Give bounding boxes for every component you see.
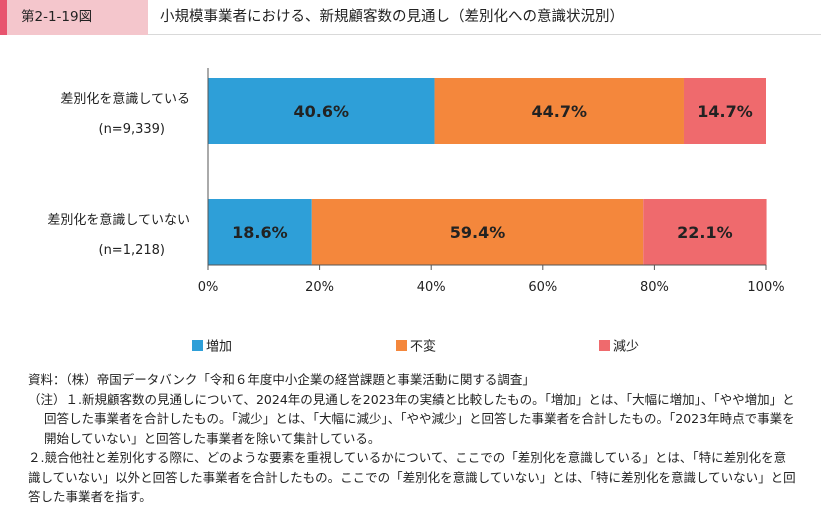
- x-tick-label: 20%: [305, 280, 334, 295]
- legend-label: 増加: [206, 340, 232, 355]
- bars: 40.6% 44.7% 14.7% 18.6% 59.4% 22.1%: [208, 78, 767, 265]
- x-axis: 0% 20% 40% 60% 80% 100%: [198, 68, 785, 295]
- bar-segment: [683, 78, 766, 144]
- bar-segment: [208, 199, 312, 265]
- category-label: 差別化を意識していない: [47, 212, 190, 228]
- figure-header: 第2-1-19図 小規模事業者における、新規顧客数の見通し（差別化への意識状況別…: [0, 0, 821, 35]
- note-2: ２.競合他社と差別化する際に、どのような要素を重視しているかについて、ここでの「…: [28, 450, 796, 504]
- legend-swatch: [396, 340, 407, 351]
- bar-value-label: 22.1%: [677, 223, 733, 242]
- x-tick-label: 80%: [640, 280, 669, 295]
- legend-label: 減少: [613, 339, 639, 355]
- bar-segment: [208, 78, 435, 144]
- x-tick-label: 60%: [528, 280, 557, 295]
- source-note: 資料：（株）帝国データバンク「令和６年度中小企業の経営課題と事業活動に関する調査…: [28, 372, 535, 387]
- bar-value-label: 59.4%: [450, 223, 506, 242]
- bar-segment: [643, 199, 767, 265]
- bar-segment: [434, 78, 684, 144]
- bar-value-label: 44.7%: [532, 102, 588, 121]
- notes: 資料：（株）帝国データバンク「令和６年度中小企業の経営課題と事業活動に関する調査…: [28, 370, 798, 507]
- header-divider: [148, 34, 821, 35]
- category-labels: 差別化を意識している (n=9,339) 差別化を意識していない (n=1,218): [47, 91, 190, 258]
- legend-swatch: [599, 340, 610, 351]
- stacked-bar-chart: 差別化を意識している(n=9,339)差別化を意識していない(n=1,218) …: [47, 68, 785, 355]
- bar-value-label: 18.6%: [232, 223, 288, 242]
- x-tick-label: 100%: [747, 280, 784, 295]
- figure-number: 第2-1-19図: [0, 0, 148, 35]
- legend-swatch: [192, 340, 203, 351]
- figure-title: 小規模事業者における、新規顧客数の見通し（差別化への意識状況別）: [160, 9, 624, 25]
- note-1: （注）１.新規顧客数の見通しについて、2024年の見通しを2023年の実績と比較…: [28, 391, 795, 446]
- bar-segment: [311, 199, 644, 265]
- category-n-label: (n=1,218): [99, 243, 166, 258]
- category-n-label: (n=9,339): [99, 122, 166, 137]
- bar-value-label: 40.6%: [294, 102, 350, 121]
- category-label: 差別化を意識している: [60, 91, 190, 107]
- bar-value-label: 14.7%: [697, 102, 753, 121]
- x-tick-label: 0%: [198, 280, 219, 295]
- legend-label: 不変: [410, 339, 436, 355]
- x-tick-label: 40%: [417, 280, 446, 295]
- legend: 増加 不変 減少: [192, 339, 639, 355]
